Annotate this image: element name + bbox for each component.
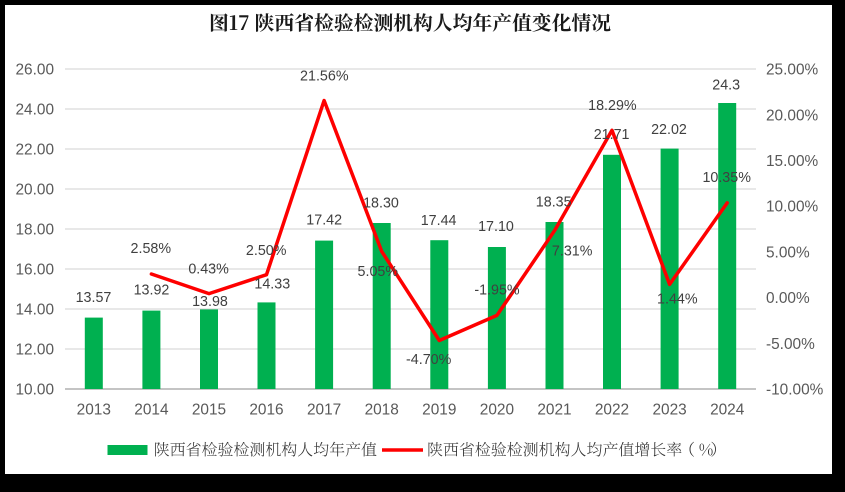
- svg-text:18.00: 18.00: [15, 222, 54, 239]
- svg-text:13.92: 13.92: [134, 283, 170, 299]
- svg-text:2021: 2021: [537, 402, 571, 419]
- svg-text:2016: 2016: [249, 402, 283, 419]
- svg-text:2020: 2020: [480, 402, 514, 419]
- svg-text:-5.00%: -5.00%: [766, 336, 815, 353]
- svg-text:0.43%: 0.43%: [188, 261, 229, 277]
- svg-text:20.00%: 20.00%: [766, 107, 819, 124]
- svg-text:2019: 2019: [422, 402, 456, 419]
- svg-text:12.00: 12.00: [15, 342, 54, 359]
- svg-text:1.44%: 1.44%: [657, 291, 698, 307]
- svg-text:16.00: 16.00: [15, 262, 54, 279]
- svg-text:14.33: 14.33: [254, 276, 290, 292]
- svg-text:2022: 2022: [595, 402, 629, 419]
- svg-text:10.00%: 10.00%: [766, 199, 819, 216]
- svg-text:13.98: 13.98: [192, 294, 228, 310]
- svg-text:24.00: 24.00: [15, 102, 54, 119]
- svg-text:18.35: 18.35: [536, 195, 572, 211]
- svg-text:2013: 2013: [77, 402, 111, 419]
- svg-text:18.30: 18.30: [363, 196, 399, 212]
- svg-text:-10.00%: -10.00%: [766, 382, 824, 399]
- svg-text:18.29%: 18.29%: [588, 98, 637, 114]
- svg-text:2.50%: 2.50%: [246, 243, 287, 259]
- svg-text:2017: 2017: [307, 402, 341, 419]
- svg-text:25.00%: 25.00%: [766, 62, 819, 79]
- svg-text:7.31%: 7.31%: [552, 243, 593, 259]
- svg-text:21.56%: 21.56%: [300, 68, 349, 84]
- svg-text:10.00: 10.00: [15, 382, 54, 399]
- svg-text:5.05%: 5.05%: [358, 264, 399, 280]
- svg-text:0.00%: 0.00%: [766, 290, 810, 307]
- svg-text:26.00: 26.00: [15, 62, 54, 79]
- svg-text:10.35%: 10.35%: [702, 170, 751, 186]
- svg-text:2014: 2014: [134, 402, 169, 419]
- svg-text:17.44: 17.44: [421, 213, 457, 229]
- svg-text:2.58%: 2.58%: [131, 241, 172, 257]
- svg-text:2023: 2023: [652, 402, 686, 419]
- svg-text:22.00: 22.00: [15, 142, 54, 159]
- svg-text:2018: 2018: [365, 402, 399, 419]
- svg-text:14.00: 14.00: [15, 302, 54, 319]
- svg-text:24.3: 24.3: [712, 77, 740, 93]
- svg-text:17.10: 17.10: [478, 219, 514, 235]
- svg-text:20.00: 20.00: [15, 182, 54, 199]
- svg-text:15.00%: 15.00%: [766, 153, 819, 170]
- svg-text:13.57: 13.57: [76, 290, 112, 306]
- svg-text:21.71: 21.71: [594, 127, 630, 143]
- svg-text:22.02: 22.02: [651, 122, 687, 138]
- svg-text:-4.70%: -4.70%: [406, 352, 452, 368]
- svg-text:2024: 2024: [710, 402, 745, 419]
- svg-text:2015: 2015: [192, 402, 226, 419]
- svg-text:17.42: 17.42: [306, 213, 342, 229]
- svg-text:-1.95%: -1.95%: [474, 283, 520, 299]
- svg-text:5.00%: 5.00%: [766, 244, 810, 261]
